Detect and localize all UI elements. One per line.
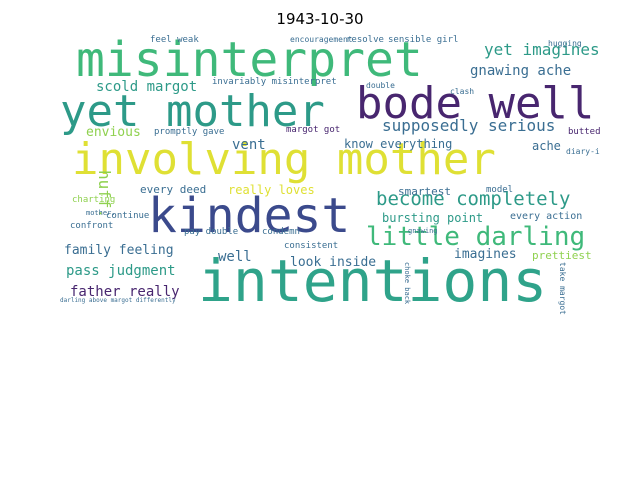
word-mother: mother. [86,209,116,217]
word-involving-mother: involving mother [72,134,496,185]
word-become-completely: become completely [376,188,571,210]
word-prettiest: prettiest [532,249,592,262]
word-smartest: smartest [398,185,451,198]
word-hugging: hugging [548,39,582,48]
word-yet-mother: yet mother [60,86,325,137]
chart-title: 1943-10-30 [276,10,364,28]
word-well: well [218,249,252,265]
word-every-deed: every deed [140,183,207,196]
word-bursting-point: bursting point [382,211,484,225]
word-condemn: condemn [262,227,300,237]
word-take-margot: take margot [558,262,567,315]
word-choke-back: choke back [403,262,411,305]
word-consistent: consistent [284,241,339,251]
word-sensible-girl: sensible girl [388,35,459,45]
word-darling-above-margot-differently: darling above margot differently [60,297,176,304]
word-gnawing-ache: gnawing ache [470,63,572,79]
word-little-darling: little darling [366,222,586,252]
word-ache: ache [532,139,561,153]
word-pay-double: pay double [184,227,239,237]
word-continue: continue [106,211,150,221]
word-yet-imagines: yet imagines [484,40,600,59]
word-invariably-misinterpret: invariably misinterpret [212,77,337,87]
word-promptly-gave: promptly gave [154,127,225,137]
word-charting: charting [72,195,116,205]
word-confront: confront [70,221,114,231]
word-misinterpret: misinterpret [76,32,423,88]
word-butted: butted [568,127,601,137]
word-model: model [486,185,514,195]
word-know-everything: know everything [344,137,453,151]
word-clash: clash [450,87,475,96]
word-gnawing: gnawing [408,227,438,235]
word-family-feeling: family feeling [64,243,174,258]
word-feel-weak: feel weak [150,35,199,45]
word-look-inside: look inside [290,255,377,270]
word-every-action: every action [510,211,583,222]
word-double: double [366,81,395,90]
word-pass-judgment: pass judgment [66,263,176,279]
word-supposedly-serious: supposedly serious [382,116,556,135]
word-father-really: father really [70,284,180,300]
word-diary-i: diary-i [566,147,600,156]
word-intentions: intentions [198,247,548,315]
word-really-loves: really loves [228,183,315,197]
word-resolve: resolve [346,35,384,45]
word-envious: envious [86,125,141,140]
word-margot-got: margot got [286,125,341,135]
word-encouragement: encouragement [290,35,353,44]
word-imagines: imagines [454,247,517,262]
word-vent: vent [232,137,266,153]
word-kindest: kindest [148,188,351,244]
word-bode-well: bode well [356,78,595,129]
word-scold-margot: scold margot [96,79,198,95]
